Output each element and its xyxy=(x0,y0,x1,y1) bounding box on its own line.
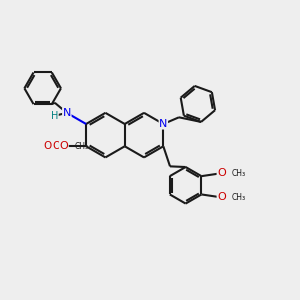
Text: H: H xyxy=(51,111,58,121)
Text: N: N xyxy=(159,119,167,129)
Text: O: O xyxy=(217,168,226,178)
Text: CH₃: CH₃ xyxy=(232,169,246,178)
Text: O: O xyxy=(217,192,226,203)
Text: O: O xyxy=(52,141,61,151)
Text: N: N xyxy=(63,108,71,118)
Text: CH₃: CH₃ xyxy=(74,142,88,151)
Text: O: O xyxy=(59,141,68,151)
Text: CH₃: CH₃ xyxy=(232,193,246,202)
Text: O: O xyxy=(43,141,52,151)
